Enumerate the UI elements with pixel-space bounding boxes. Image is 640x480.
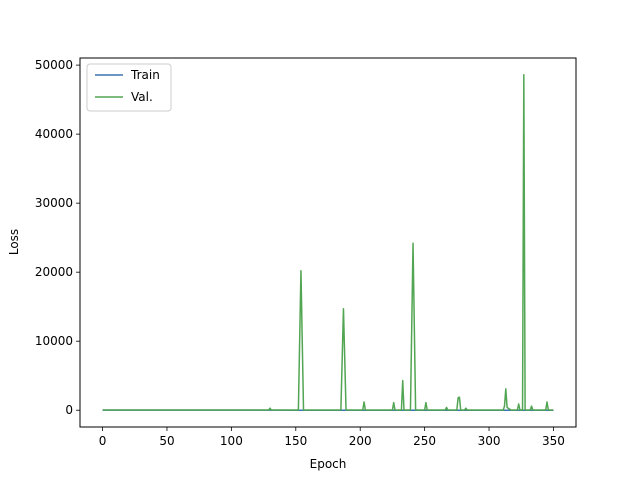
- y-tick-label: 10000: [35, 334, 73, 348]
- y-tick-label: 40000: [35, 127, 73, 141]
- x-tick-label: 0: [99, 434, 107, 448]
- y-tick-label: 30000: [35, 196, 73, 210]
- x-tick-label: 300: [478, 434, 501, 448]
- legend-label-train: Train: [130, 68, 160, 82]
- x-tick-label: 100: [220, 434, 243, 448]
- x-tick-label: 350: [542, 434, 565, 448]
- x-axis-ticks: 0 50 100 150 200 250 300 350: [99, 427, 565, 448]
- y-tick-label: 0: [65, 403, 73, 417]
- x-axis-label: Epoch: [310, 457, 347, 471]
- x-tick-label: 50: [159, 434, 174, 448]
- x-tick-label: 250: [413, 434, 436, 448]
- legend-label-val: Val.: [131, 90, 153, 104]
- x-tick-label: 200: [349, 434, 372, 448]
- y-tick-label: 50000: [35, 58, 73, 72]
- axes-frame: [79, 57, 577, 428]
- series-line-val: [102, 74, 554, 411]
- legend: Train Val.: [86, 63, 172, 112]
- series-layer: [102, 74, 554, 411]
- x-tick-label: 150: [284, 434, 307, 448]
- y-tick-label: 20000: [35, 265, 73, 279]
- y-axis-ticks: 0 10000 20000 30000 40000 50000: [35, 58, 80, 417]
- y-axis-label: Loss: [7, 229, 21, 255]
